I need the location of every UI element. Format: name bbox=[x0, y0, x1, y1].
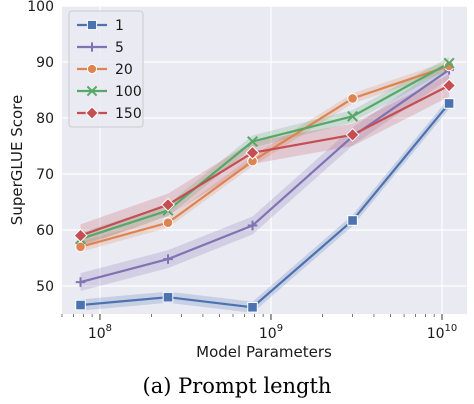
point-series-150 bbox=[73, 228, 88, 243]
point-series-5 bbox=[75, 277, 86, 287]
point-series-1 bbox=[162, 291, 174, 303]
legend-label-100: 100 bbox=[115, 84, 142, 100]
x-tick-label: 108 bbox=[88, 323, 112, 342]
y-tick-label: 100 bbox=[27, 0, 54, 15]
point-series-20 bbox=[443, 60, 455, 72]
legend-marker-20 bbox=[86, 63, 98, 75]
point-series-5 bbox=[247, 220, 258, 231]
y-tick-label: 70 bbox=[36, 167, 54, 183]
point-series-1 bbox=[443, 98, 455, 109]
legend-label-1: 1 bbox=[115, 18, 124, 34]
legend-label-5: 5 bbox=[115, 40, 124, 56]
y-tick-label: 60 bbox=[36, 223, 54, 239]
y-axis-label: SuperGLUE Score bbox=[8, 95, 26, 225]
y-tick-label: 80 bbox=[36, 111, 54, 127]
y-tick-label: 90 bbox=[36, 55, 54, 71]
point-series-100 bbox=[347, 110, 359, 122]
legend-marker-1 bbox=[86, 19, 98, 31]
legend-marker-5 bbox=[87, 42, 97, 52]
point-series-150 bbox=[442, 78, 457, 93]
series-markers bbox=[73, 57, 457, 313]
point-series-1 bbox=[247, 301, 258, 313]
legend-marker-100 bbox=[86, 85, 98, 97]
point-series-5 bbox=[163, 254, 173, 264]
point-series-100 bbox=[247, 136, 259, 148]
y-axis-ticks: 50 60 70 80 90 100 bbox=[27, 0, 54, 295]
y-tick-label: 50 bbox=[36, 279, 54, 295]
legend-label-150: 150 bbox=[115, 106, 142, 122]
x-axis-label: Model Parameters bbox=[196, 343, 332, 361]
band-series-5 bbox=[80, 60, 450, 292]
figure-caption: (a) Prompt length bbox=[143, 374, 332, 398]
point-series-150 bbox=[160, 197, 176, 212]
x-tick-label: 1010 bbox=[427, 323, 458, 342]
band-series-20 bbox=[80, 60, 450, 252]
point-series-1 bbox=[75, 299, 86, 311]
point-series-150 bbox=[345, 127, 360, 142]
point-series-20 bbox=[162, 217, 174, 229]
point-series-20 bbox=[347, 93, 358, 104]
point-series-150 bbox=[245, 145, 260, 160]
legend: 1 5 20 100 150 bbox=[68, 10, 144, 128]
legend-marker-150 bbox=[85, 106, 99, 120]
x-tick-label: 109 bbox=[259, 323, 283, 342]
legend-label-20: 20 bbox=[115, 62, 133, 78]
point-series-100 bbox=[443, 57, 455, 69]
x-axis-ticks: 108 109 1010 bbox=[61, 314, 458, 342]
point-series-1 bbox=[347, 215, 358, 226]
